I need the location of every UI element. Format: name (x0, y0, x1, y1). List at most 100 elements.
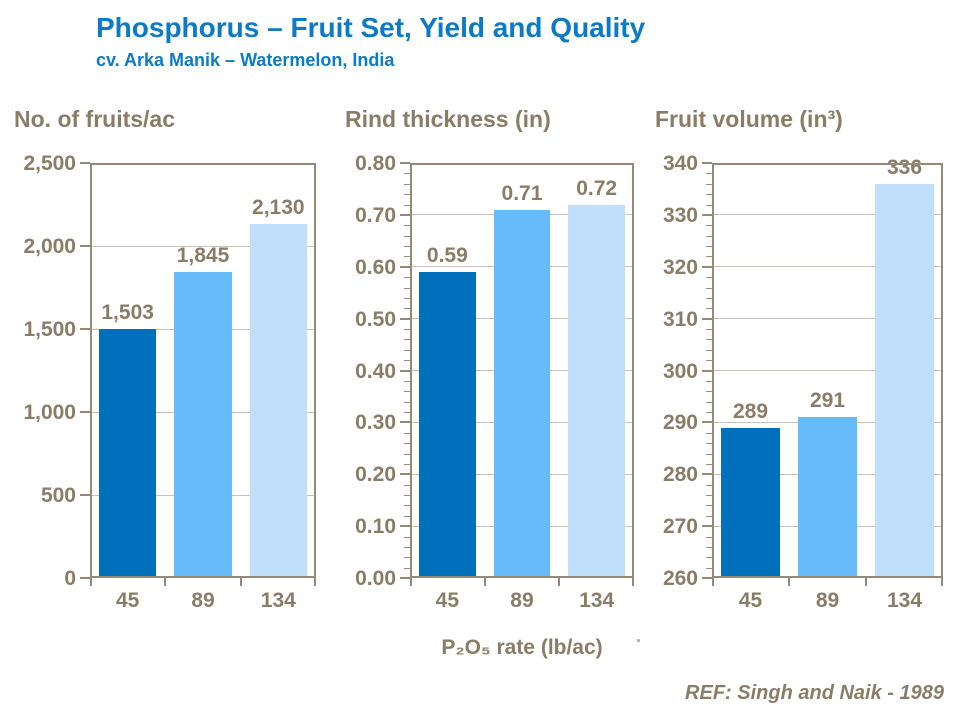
y-minor-tick (404, 194, 410, 196)
y-minor-tick (706, 308, 712, 310)
y-minor-tick (404, 453, 410, 455)
x-tick (483, 578, 486, 586)
y-minor-tick (404, 546, 410, 548)
y-minor-tick (706, 235, 712, 237)
gridline (712, 370, 943, 371)
y-tick-label: 0.60 (355, 255, 396, 279)
chart-fruits-plot: 0 500 1,000 1,500 2,000 2,500 1,503 45 1,845 89 2,… (23, 153, 316, 612)
artifact-dot (637, 639, 640, 642)
y-minor-tick (404, 225, 410, 227)
y-minor-tick (706, 536, 712, 538)
x-tick-label: 134 (260, 589, 296, 612)
y-tick-label: 0.10 (355, 515, 396, 539)
x-tick-label: 45 (738, 589, 763, 612)
y-minor-tick (404, 256, 410, 258)
y-minor-tick (706, 443, 712, 445)
chart-fruits-heading: No. of fruits/ac (14, 106, 176, 132)
reference-text: REF: Singh and Naik - 1989 (685, 682, 944, 704)
bar-value-label: 1,503 (101, 300, 154, 324)
y-minor-tick (706, 204, 712, 206)
bar-value-label: 0.59 (426, 243, 468, 267)
x-tick (558, 578, 561, 586)
x-tick (941, 578, 943, 586)
y-major-tick (400, 213, 410, 216)
y-minor-tick (706, 349, 712, 351)
x-tick (632, 578, 634, 586)
chart-volume-plot: 260 270 280 290 300 310 320 330 340 289 45 291 89 336… (663, 153, 943, 612)
y-minor-tick (404, 443, 410, 445)
y-tick-label: 340 (662, 152, 698, 175)
y-major-tick (80, 328, 90, 330)
x-tick-label: 89 (191, 589, 215, 612)
y-minor-tick (706, 183, 712, 185)
y-major-tick (400, 525, 410, 528)
x-tick (90, 578, 92, 586)
y-major-tick (80, 162, 90, 164)
y-minor-tick (404, 495, 410, 496)
y-tick-label: 330 (662, 203, 698, 227)
y-minor-tick (706, 453, 712, 455)
page-subtitle: cv. Arka Manik – Watermelon, India (96, 50, 395, 70)
y-minor-tick (706, 225, 712, 227)
bar-value-label: 336 (886, 155, 923, 179)
y-major-tick (702, 162, 712, 164)
y-minor-tick (404, 463, 410, 465)
x-tick (239, 578, 242, 586)
y-tick-label: 1,500 (23, 318, 76, 341)
y-tick-label: 260 (662, 567, 698, 590)
y-minor-tick (706, 246, 712, 247)
x-tick (788, 578, 790, 586)
y-minor-tick (706, 173, 712, 175)
y-minor-tick (404, 515, 410, 517)
y-minor-tick (706, 277, 712, 279)
y-minor-tick (404, 432, 410, 434)
y-minor-tick (404, 204, 410, 206)
y-major-tick (702, 213, 712, 216)
y-major-tick (400, 369, 410, 372)
y-minor-tick (404, 505, 410, 507)
x-tick (410, 578, 412, 586)
y-minor-tick (404, 557, 410, 559)
y-minor-tick (706, 484, 712, 486)
bar (493, 209, 551, 578)
y-tick-label: 2,000 (23, 235, 76, 258)
bar-value-label: 289 (732, 399, 769, 423)
y-major-tick (80, 411, 90, 413)
bar-value-label: 2,130 (252, 196, 305, 220)
x-tick-label: 45 (435, 589, 459, 612)
y-minor-tick (706, 505, 712, 507)
x-tick (164, 578, 167, 586)
y-major-tick (400, 162, 410, 164)
x-tick-label: 89 (815, 589, 840, 612)
bar-value-label: 0.71 (501, 181, 543, 205)
y-minor-tick (404, 297, 410, 299)
y-minor-tick (404, 412, 410, 413)
y-major-tick (702, 577, 712, 579)
x-tick (314, 578, 316, 586)
y-major-tick (702, 421, 712, 424)
y-minor-tick (706, 329, 712, 330)
x-tick (865, 578, 867, 586)
y-minor-tick (706, 557, 712, 559)
bar (99, 328, 157, 578)
y-minor-tick (404, 391, 410, 393)
bar-value-label: 291 (809, 389, 846, 413)
gridline (90, 245, 316, 247)
chart-rind-plot: 0.00 0.10 0.20 0.30 0.40 0.50 0.60 0.70 0.80 0.59… (355, 153, 634, 612)
y-minor-tick (404, 287, 410, 289)
y-tick-label: 300 (662, 359, 698, 383)
y-minor-tick (706, 391, 712, 393)
gridline (712, 318, 943, 320)
y-minor-tick (706, 412, 712, 413)
y-major-tick (702, 265, 712, 268)
page-title: Phosphorus – Fruit Set, Yield and Qualit… (96, 12, 646, 43)
y-minor-tick (404, 235, 410, 237)
bar (721, 427, 780, 578)
y-tick-label: 500 (40, 484, 76, 507)
y-minor-tick (404, 308, 410, 310)
x-tick (712, 578, 714, 586)
y-minor-tick (706, 567, 712, 569)
y-tick-label: 0.70 (355, 203, 396, 227)
y-minor-tick (706, 360, 712, 362)
